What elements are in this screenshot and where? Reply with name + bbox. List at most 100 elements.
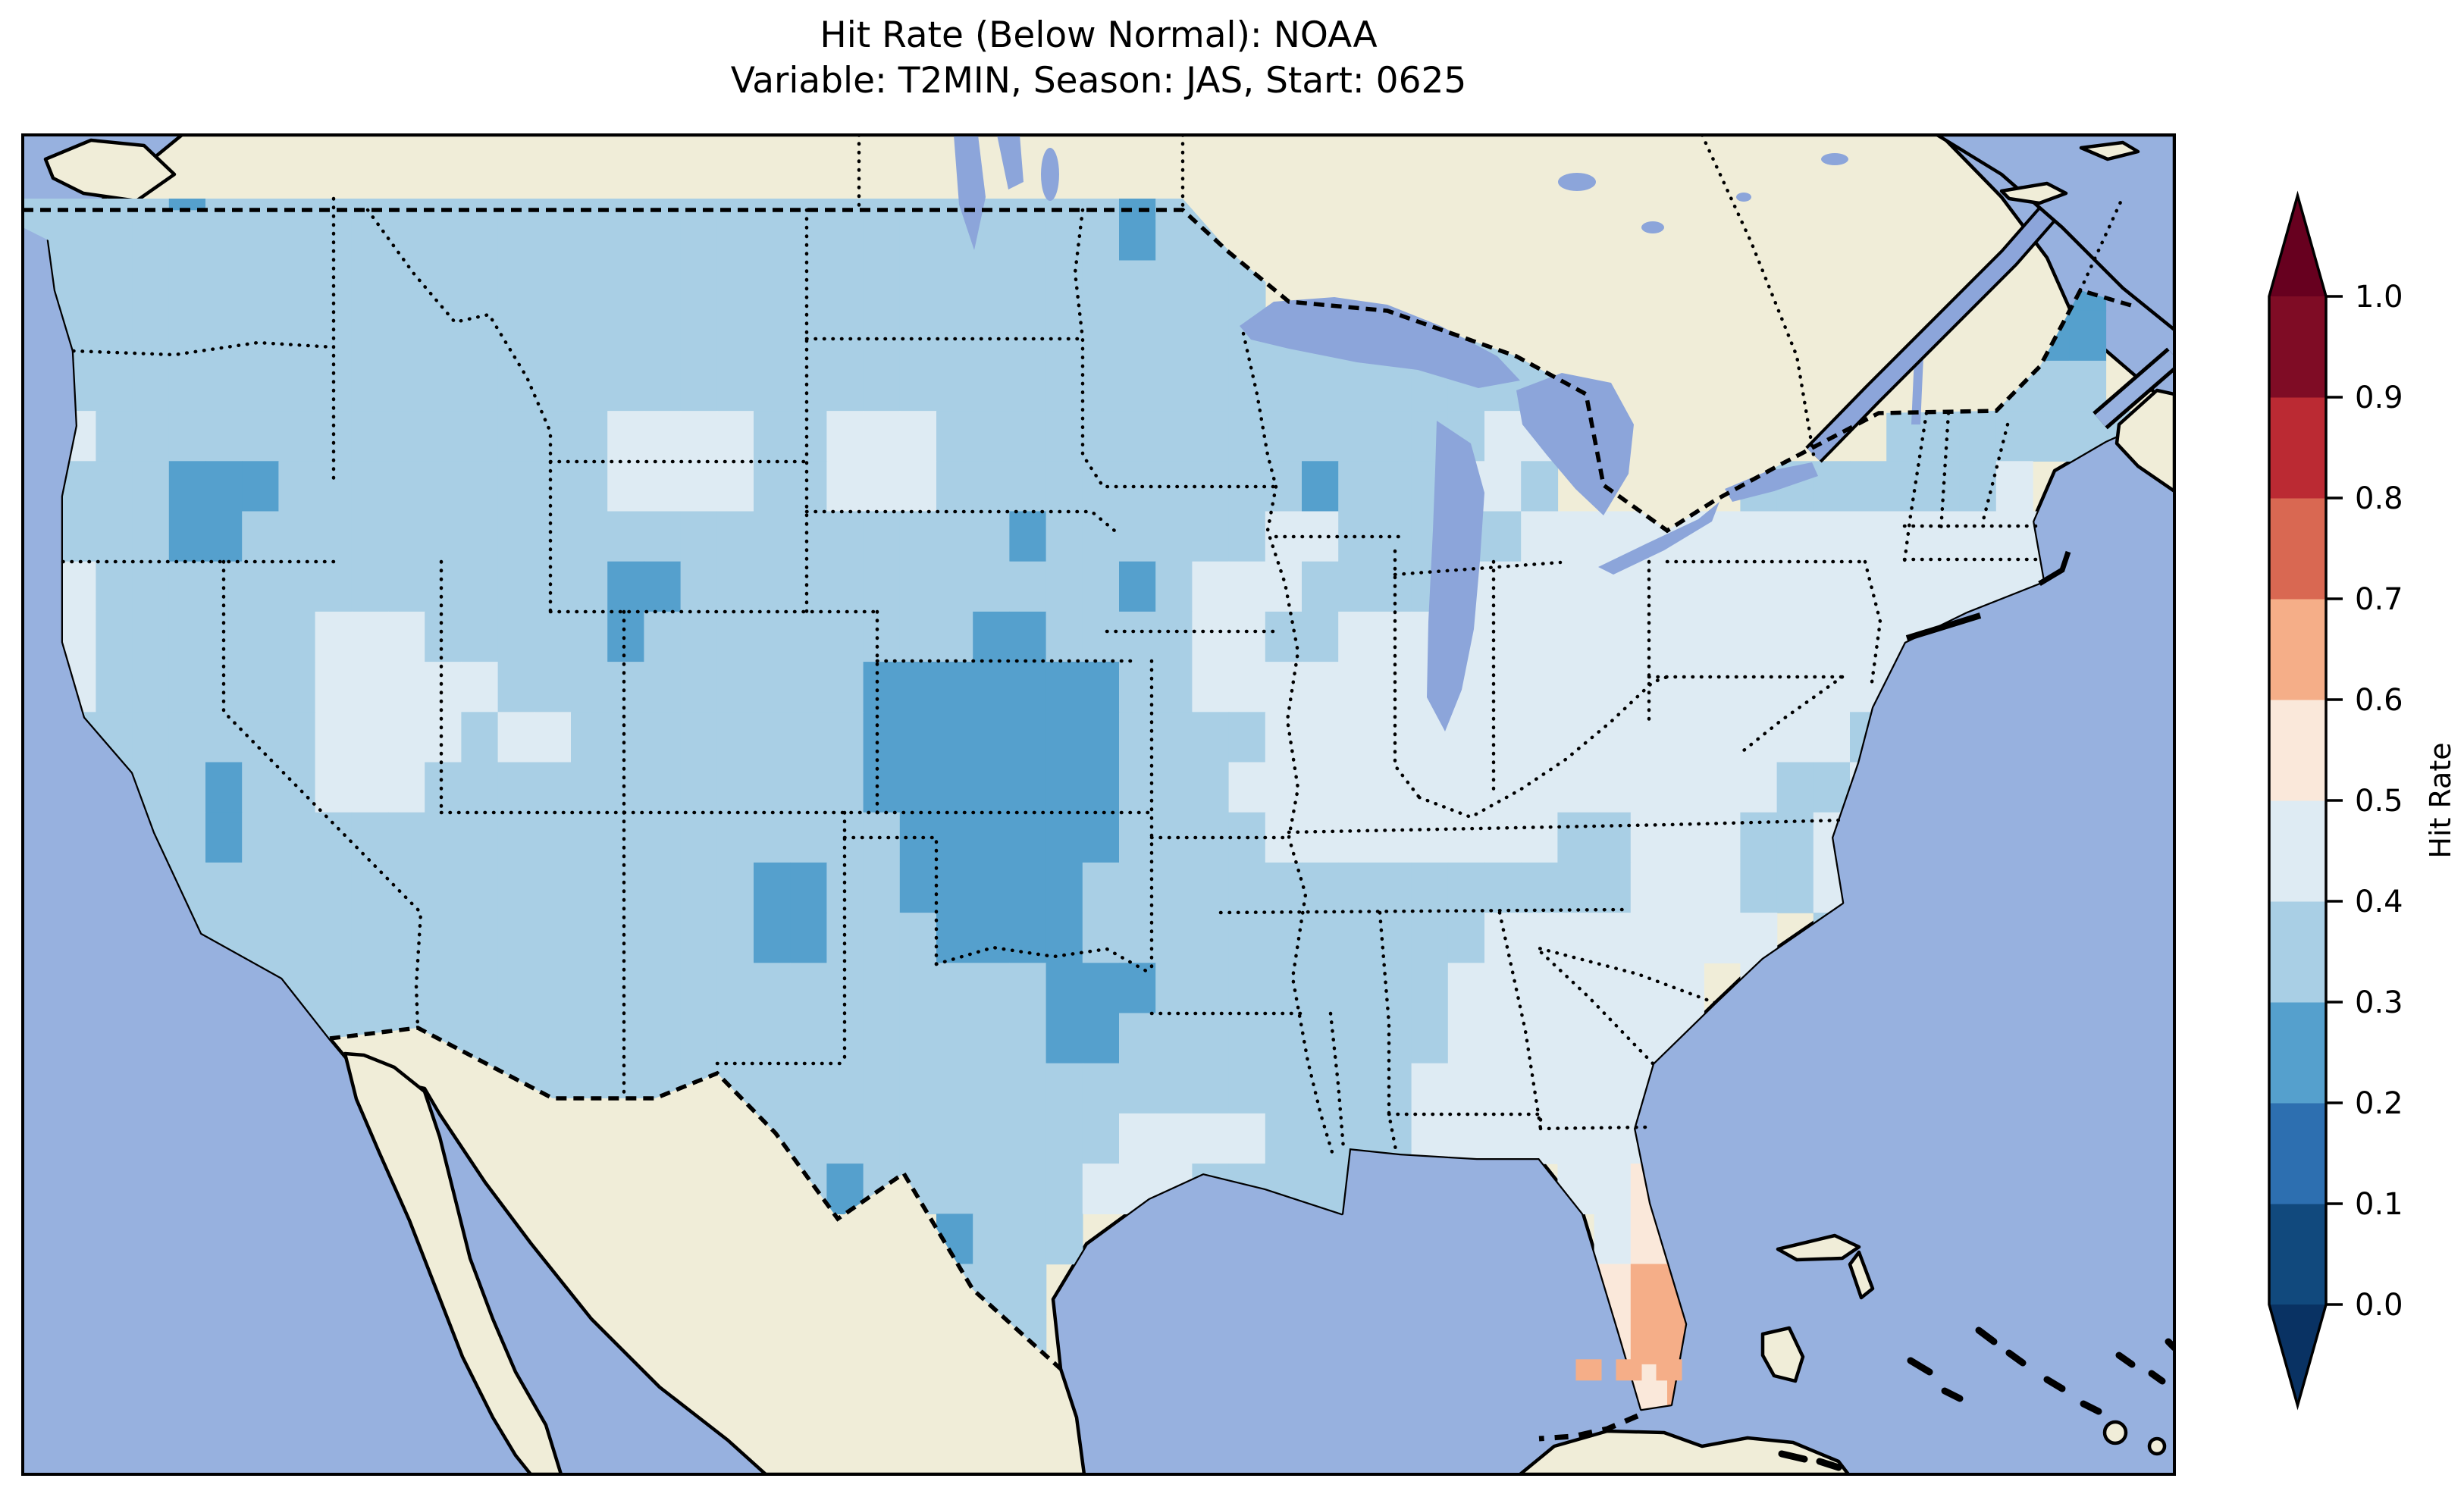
- heatmap-cell: [59, 210, 97, 262]
- heatmap-cell: [497, 812, 535, 863]
- heatmap-cell: [899, 712, 937, 763]
- heatmap-cell: [1228, 1063, 1266, 1114]
- heatmap-cell: [1228, 1113, 1266, 1164]
- heatmap-cell: [132, 511, 170, 562]
- heatmap-cell: [790, 199, 828, 211]
- heatmap-cell: [973, 511, 1011, 562]
- heatmap-cell: [1630, 1314, 1668, 1365]
- grand-bahama: [1776, 1233, 1861, 1262]
- heatmap-cell: [425, 762, 462, 813]
- heatmap-cell: [863, 199, 901, 211]
- heatmap-cell: [754, 1063, 791, 1114]
- heatmap-cell: [1411, 1013, 1449, 1064]
- heatmap-cell: [607, 561, 645, 612]
- heatmap-cell: [973, 662, 1011, 713]
- heatmap-cell: [1338, 611, 1376, 662]
- heatmap-cell: [1155, 511, 1193, 562]
- heatmap-cell: [1082, 1013, 1120, 1064]
- heatmap-cell: [1228, 712, 1266, 763]
- heatmap-cell: [278, 913, 316, 963]
- heatmap-cell: [497, 662, 535, 713]
- heatmap-cell: [899, 310, 937, 362]
- heatmap-cell: [826, 611, 864, 662]
- heatmap-cell: [1338, 963, 1376, 1014]
- heatmap-cell: [680, 260, 718, 312]
- heatmap-cell: [1375, 862, 1412, 913]
- heatmap-cell: [1082, 862, 1120, 913]
- heatmap-cell: [1338, 812, 1376, 863]
- heatmap-cell: [425, 662, 462, 713]
- heatmap-cell: [59, 561, 97, 612]
- heatmap-cell: [936, 1063, 973, 1114]
- heatmap-cell: [132, 360, 170, 412]
- heatmap-cell: [754, 762, 791, 813]
- heatmap-cell: [168, 611, 206, 662]
- heatmap-cell: [1411, 913, 1449, 963]
- figure-title: Hit Rate (Below Normal): NOAA: [820, 14, 1377, 56]
- heatmap-cell: [205, 511, 243, 562]
- heatmap-cell: [205, 662, 243, 713]
- heatmap-cell: [790, 310, 828, 362]
- heatmap-cell: [351, 411, 389, 462]
- heatmap-cell: [242, 461, 280, 512]
- heatmap-cell: [497, 862, 535, 913]
- heatmap-cell: [1082, 1113, 1120, 1164]
- heatmap-cell: [278, 461, 316, 512]
- heatmap-cell: [534, 199, 572, 211]
- heatmap-cell: [1521, 812, 1559, 863]
- bahama-cays: [1778, 1326, 2174, 1471]
- heatmap-cell: [1484, 862, 1522, 913]
- heatmap-cell: [1192, 812, 1230, 863]
- heatmap-cell: [1192, 310, 1230, 362]
- heatmap-cell: [351, 210, 389, 262]
- heatmap-cell: [790, 862, 828, 913]
- heatmap-cell: [1192, 511, 1230, 562]
- heatmap-cell: [425, 611, 462, 662]
- heatmap-cell: [1045, 1013, 1083, 1064]
- heatmap-cell: [461, 913, 499, 963]
- heatmap-cell: [1411, 762, 1449, 813]
- heatmap-cell: [1557, 762, 1595, 813]
- heatmap-cell: [1521, 862, 1559, 913]
- heatmap-cell: [1009, 511, 1047, 562]
- colorbar-tick-label: 0.7: [2355, 582, 2403, 617]
- heatmap-cell: [1667, 913, 1704, 963]
- heatmap-cell: [1447, 1063, 1485, 1114]
- abaco-island: [1848, 1250, 1875, 1300]
- heatmap-cell: [1009, 1063, 1047, 1114]
- heatmap-cell: [1521, 511, 1559, 562]
- heatmap-cell: [1557, 812, 1595, 863]
- heatmap-cell: [497, 199, 535, 211]
- heatmap-cell: [1557, 862, 1595, 913]
- heatmap-cell: [351, 862, 389, 913]
- heatmap-cell: [1009, 199, 1047, 211]
- bay-of-fundy: [2095, 350, 2174, 427]
- heatmap-cell: [1375, 611, 1412, 662]
- baja-california: [343, 1051, 563, 1474]
- heatmap-cell: [1265, 862, 1303, 913]
- heatmap-cell: [1119, 199, 1156, 211]
- heatmap-cell: [1119, 511, 1156, 562]
- heatmap-cell: [1228, 360, 1266, 412]
- heatmap-cell: [1119, 712, 1156, 763]
- heatmap-cell: [497, 310, 535, 362]
- heatmap-cell: [425, 963, 462, 1014]
- heatmap-cell: [790, 511, 828, 562]
- heatmap-cell: [351, 963, 389, 1014]
- heatmap-cell: [242, 611, 280, 662]
- heatmap-cell: [716, 913, 754, 963]
- heatmap-cell: [59, 199, 97, 211]
- colorbar-tick-label: 0.9: [2355, 381, 2403, 415]
- heatmap-cell: [534, 310, 572, 362]
- heatmap-cell: [1009, 561, 1047, 612]
- heatmap-cell: [754, 310, 791, 362]
- heatmap-cell: [1045, 712, 1083, 763]
- heatmap-cell: [1009, 812, 1047, 863]
- heatmap-cell: [863, 1013, 901, 1064]
- heatmap-cell: [716, 260, 754, 312]
- heatmap-cell: [680, 1013, 718, 1064]
- heatmap-cell: [1009, 210, 1047, 262]
- heatmap-cell: [278, 210, 316, 262]
- heatmap-cell: [388, 210, 425, 262]
- heatmap-cell: [936, 310, 973, 362]
